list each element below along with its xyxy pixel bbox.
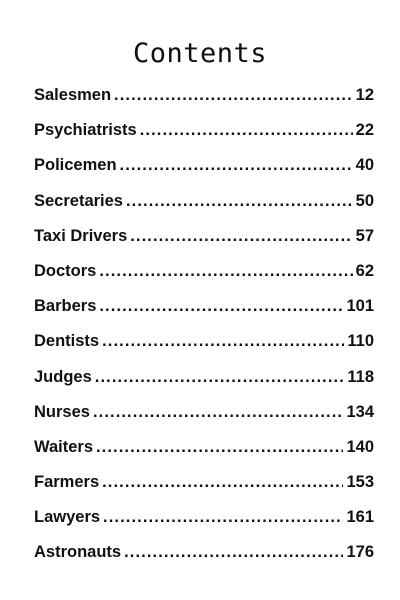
toc-entry-lawyers[interactable]: Lawyers 161 [34, 508, 374, 543]
dot-leader [124, 543, 343, 562]
dot-leader [114, 86, 353, 105]
toc-page-number: 118 [347, 367, 374, 386]
toc-entry-label: Dentists [34, 332, 100, 351]
table-of-contents: Salesmen 12 Psychiatrists 22 Policemen 4… [34, 86, 374, 579]
toc-entry-barbers[interactable]: Barbers 101 [34, 297, 374, 332]
toc-entry-label: Barbers [34, 297, 97, 316]
toc-page-number: 22 [355, 121, 374, 140]
toc-entry-waiters[interactable]: Waiters 140 [34, 438, 374, 473]
toc-entry-label: Nurses [34, 402, 90, 421]
toc-entry-label: Policemen [34, 156, 117, 175]
dot-leader [96, 438, 343, 457]
toc-entry-label: Doctors [34, 261, 97, 280]
toc-page-number: 40 [355, 156, 374, 175]
dot-leader [95, 368, 345, 387]
toc-entry-taxi-drivers[interactable]: Taxi Drivers 57 [34, 227, 374, 262]
toc-page-number: 140 [346, 437, 374, 456]
toc-entry-label: Waiters [34, 437, 93, 456]
dot-leader [93, 403, 344, 422]
dot-leader [103, 508, 343, 527]
toc-entry-dentists[interactable]: Dentists 110 [34, 332, 374, 367]
toc-entry-label: Secretaries [34, 191, 123, 210]
toc-entry-nurses[interactable]: Nurses 134 [34, 403, 374, 438]
toc-page-number: 50 [355, 191, 374, 210]
dot-leader [140, 121, 353, 140]
toc-entry-label: Lawyers [34, 508, 101, 527]
dot-leader [102, 332, 344, 351]
page-title: Contents [132, 38, 268, 69]
toc-page-number: 134 [346, 402, 374, 421]
toc-entry-label: Astronauts [34, 543, 122, 562]
toc-page-number: 161 [346, 508, 374, 527]
toc-entry-label: Farmers [34, 473, 100, 492]
toc-entry-doctors[interactable]: Doctors 62 [34, 262, 374, 297]
toc-entry-astronauts[interactable]: Astronauts 176 [34, 543, 374, 578]
dot-leader [130, 227, 352, 246]
toc-entry-label: Psychiatrists [34, 121, 137, 140]
toc-entry-label: Taxi Drivers [34, 226, 128, 245]
toc-page-number: 176 [346, 543, 374, 562]
toc-entry-label: Judges [34, 367, 92, 386]
dot-leader [120, 156, 353, 175]
toc-entry-farmers[interactable]: Farmers 153 [34, 473, 374, 508]
toc-page-number: 57 [355, 226, 374, 245]
toc-page-number: 153 [346, 473, 374, 492]
toc-page-number: 101 [346, 297, 374, 316]
toc-entry-salesmen[interactable]: Salesmen 12 [34, 86, 374, 121]
toc-entry-label: Salesmen [34, 86, 112, 104]
toc-page-number: 110 [347, 332, 374, 351]
dot-leader [126, 192, 353, 211]
toc-entry-judges[interactable]: Judges 118 [34, 368, 374, 403]
toc-page-number: 62 [355, 261, 374, 280]
toc-entry-psychiatrists[interactable]: Psychiatrists 22 [34, 121, 374, 156]
toc-page-number: 12 [355, 86, 374, 104]
dot-leader [102, 473, 343, 492]
toc-entry-secretaries[interactable]: Secretaries 50 [34, 192, 374, 227]
dot-leader [99, 262, 352, 281]
toc-entry-policemen[interactable]: Policemen 40 [34, 156, 374, 191]
dot-leader [99, 297, 343, 316]
